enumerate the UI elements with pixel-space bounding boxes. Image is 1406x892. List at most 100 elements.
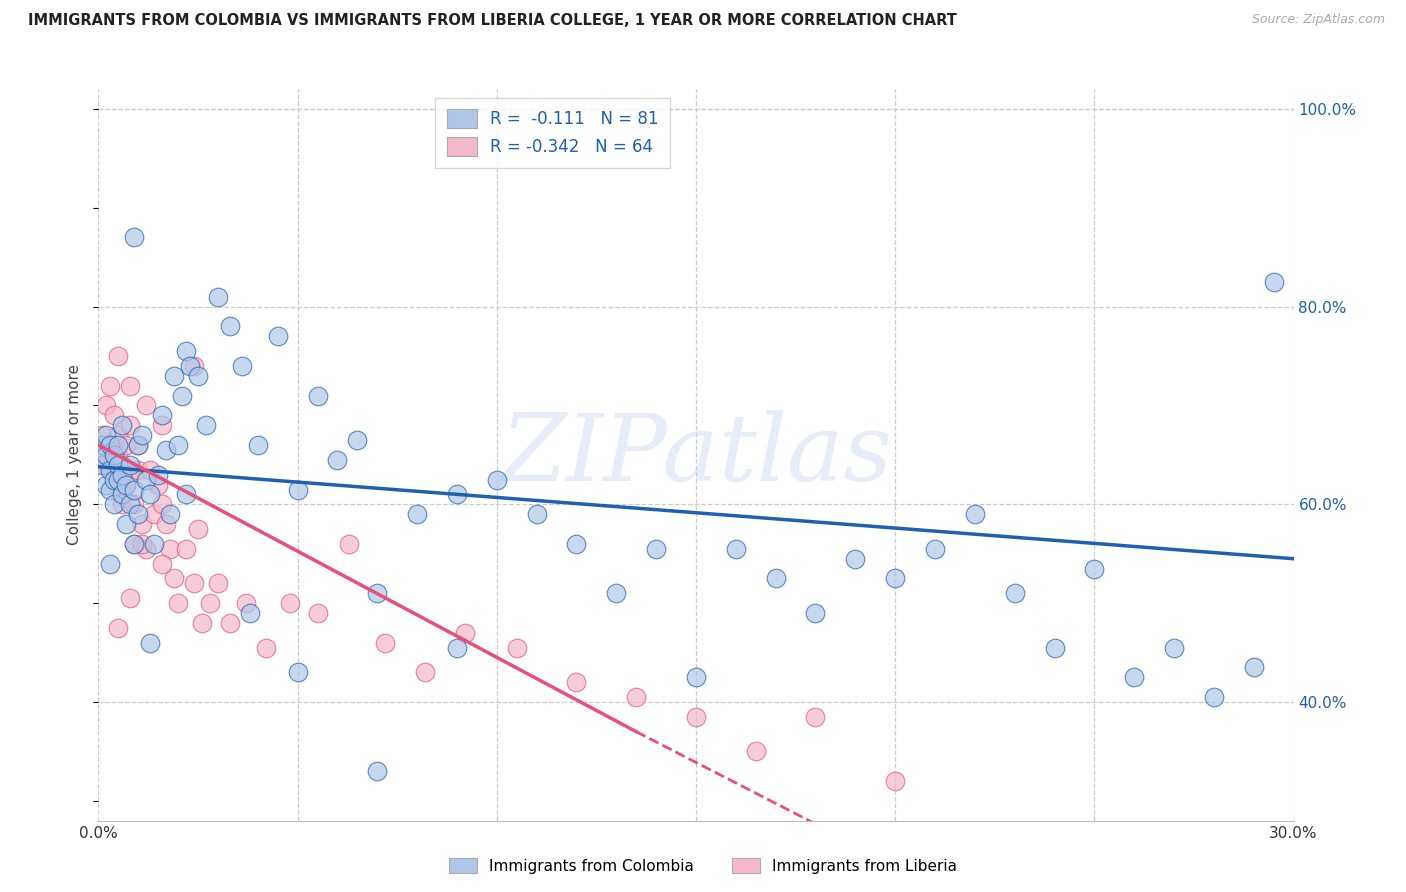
Point xyxy=(1043,640,1066,655)
Point xyxy=(127,463,149,477)
Point xyxy=(148,477,170,491)
Point xyxy=(287,483,309,497)
Point xyxy=(98,458,122,472)
Point xyxy=(884,774,907,789)
Point xyxy=(159,541,181,556)
Point xyxy=(103,409,125,423)
Point xyxy=(103,458,125,472)
Point xyxy=(1163,640,1185,655)
Point xyxy=(127,507,149,521)
Point xyxy=(1263,275,1285,289)
Point xyxy=(96,428,118,442)
Point xyxy=(91,438,114,452)
Point xyxy=(139,463,162,477)
Point xyxy=(804,606,827,620)
Point xyxy=(287,665,309,680)
Point xyxy=(120,591,142,606)
Point xyxy=(107,621,129,635)
Point xyxy=(150,418,173,433)
Point xyxy=(155,517,177,532)
Point xyxy=(307,606,329,620)
Point xyxy=(963,507,986,521)
Point xyxy=(120,378,142,392)
Point xyxy=(1123,670,1146,684)
Point xyxy=(167,596,190,610)
Point xyxy=(103,448,125,462)
Point xyxy=(207,576,229,591)
Point xyxy=(124,537,146,551)
Point xyxy=(139,487,162,501)
Point xyxy=(446,487,468,501)
Point xyxy=(135,399,157,413)
Point xyxy=(183,359,205,373)
Point xyxy=(195,418,218,433)
Point xyxy=(98,438,122,452)
Point xyxy=(254,640,277,655)
Point xyxy=(91,448,114,462)
Point xyxy=(124,497,146,511)
Point xyxy=(804,710,827,724)
Point xyxy=(231,359,253,373)
Point xyxy=(120,418,142,433)
Point xyxy=(96,399,118,413)
Point xyxy=(1243,660,1265,674)
Point xyxy=(1083,561,1105,575)
Point xyxy=(111,497,134,511)
Point xyxy=(207,290,229,304)
Point xyxy=(150,557,173,571)
Point xyxy=(685,710,707,724)
Point xyxy=(111,418,134,433)
Point xyxy=(565,537,588,551)
Point xyxy=(103,438,125,452)
Point xyxy=(187,522,209,536)
Point xyxy=(163,368,186,383)
Point xyxy=(506,640,529,655)
Point xyxy=(143,537,166,551)
Point xyxy=(103,473,125,487)
Point xyxy=(107,473,129,487)
Point xyxy=(107,428,129,442)
Point xyxy=(174,541,197,556)
Legend: R =  -0.111   N = 81, R = -0.342   N = 64: R = -0.111 N = 81, R = -0.342 N = 64 xyxy=(434,97,671,168)
Point xyxy=(374,636,396,650)
Point xyxy=(96,477,118,491)
Point xyxy=(120,497,142,511)
Point xyxy=(115,517,138,532)
Point xyxy=(115,477,138,491)
Point xyxy=(198,596,221,610)
Point xyxy=(685,670,707,684)
Point xyxy=(413,665,436,680)
Point xyxy=(278,596,301,610)
Point xyxy=(1004,586,1026,600)
Point xyxy=(366,586,388,600)
Point xyxy=(626,690,648,704)
Point xyxy=(111,467,134,482)
Point xyxy=(115,438,138,452)
Point xyxy=(148,467,170,482)
Point xyxy=(111,458,134,472)
Point xyxy=(91,428,114,442)
Point xyxy=(107,349,129,363)
Point xyxy=(127,438,149,452)
Point xyxy=(98,438,122,452)
Point xyxy=(155,442,177,457)
Point xyxy=(107,458,129,472)
Point xyxy=(172,389,194,403)
Text: ZIPatlas: ZIPatlas xyxy=(501,410,891,500)
Point xyxy=(219,319,242,334)
Point xyxy=(98,378,122,392)
Point xyxy=(167,438,190,452)
Point xyxy=(346,433,368,447)
Point xyxy=(485,473,508,487)
Point xyxy=(326,453,349,467)
Point xyxy=(135,541,157,556)
Point xyxy=(131,537,153,551)
Point xyxy=(645,541,668,556)
Point xyxy=(98,463,122,477)
Point xyxy=(187,368,209,383)
Text: IMMIGRANTS FROM COLOMBIA VS IMMIGRANTS FROM LIBERIA COLLEGE, 1 YEAR OR MORE CORR: IMMIGRANTS FROM COLOMBIA VS IMMIGRANTS F… xyxy=(28,13,957,29)
Point xyxy=(765,572,787,586)
Point xyxy=(159,507,181,521)
Point xyxy=(150,497,173,511)
Point xyxy=(107,477,129,491)
